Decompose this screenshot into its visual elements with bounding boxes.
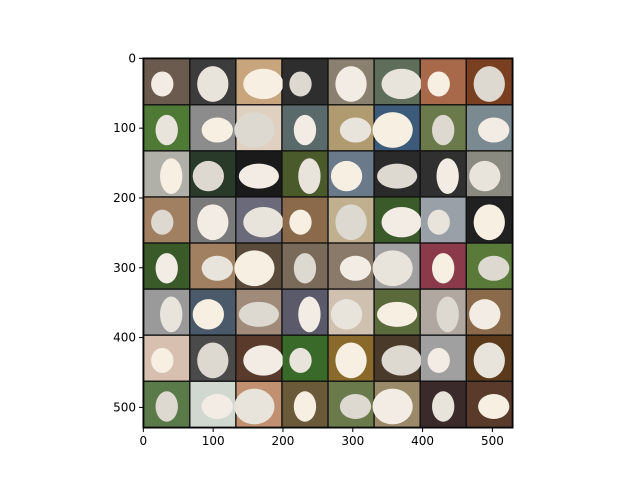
- dog-shape: [478, 255, 510, 281]
- dog-shape: [432, 253, 455, 284]
- dog-shape: [298, 296, 321, 333]
- dog-shape: [381, 345, 422, 376]
- dog-shape: [289, 347, 312, 373]
- dog-shape: [293, 114, 317, 146]
- dog-shape: [473, 204, 505, 241]
- y-tick-label: 100: [113, 121, 136, 135]
- dog-shape: [234, 250, 275, 287]
- dog-shape: [339, 393, 372, 420]
- dog-shape: [427, 347, 450, 373]
- x-tick-label: 400: [411, 434, 434, 448]
- dog-shape: [243, 68, 284, 100]
- dog-shape: [335, 66, 367, 102]
- dog-shape: [436, 296, 459, 333]
- dog-shape: [330, 160, 363, 192]
- dog-shape: [436, 158, 459, 194]
- dog-shape: [197, 66, 229, 102]
- dog-shape: [197, 204, 229, 241]
- dog-shape: [201, 117, 233, 143]
- x-tick-label: 100: [202, 434, 225, 448]
- dog-shape: [234, 112, 275, 148]
- dog-shape: [155, 114, 178, 146]
- dog-shape: [381, 207, 422, 238]
- dog-shape: [293, 253, 317, 284]
- y-tick-label: 200: [113, 191, 136, 205]
- y-tick-label: 500: [113, 400, 136, 414]
- dog-shape: [298, 158, 321, 194]
- x-tick-label: 500: [481, 434, 504, 448]
- dog-shape: [432, 114, 455, 146]
- dog-shape: [339, 117, 372, 143]
- y-tick-label: 300: [113, 261, 136, 275]
- dog-shape: [330, 299, 363, 330]
- dog-shape: [151, 209, 174, 235]
- dog-shape: [289, 209, 312, 235]
- dog-shape: [377, 163, 418, 189]
- x-tick-label: 0: [140, 434, 148, 448]
- dog-shape: [381, 68, 422, 100]
- dog-shape: [372, 388, 413, 425]
- dog-shape: [197, 342, 229, 379]
- dog-shape: [469, 299, 501, 330]
- dog-shape: [155, 391, 178, 422]
- dog-shape: [238, 301, 279, 327]
- dog-shape: [234, 388, 275, 425]
- dog-shape: [427, 209, 450, 235]
- dog-shape: [432, 391, 455, 422]
- dog-shape: [335, 342, 367, 379]
- dog-shape: [372, 112, 413, 148]
- axes-frame: [142, 57, 514, 429]
- dog-shape: [243, 207, 284, 238]
- dog-shape: [151, 347, 174, 373]
- dog-shape: [293, 391, 317, 422]
- dog-shape: [377, 301, 418, 327]
- dog-shape: [372, 250, 413, 287]
- dog-shape: [160, 296, 183, 333]
- dog-shape: [478, 117, 510, 143]
- dog-shape: [201, 393, 233, 420]
- dog-shape: [473, 342, 505, 379]
- dog-shape: [192, 160, 224, 192]
- y-tick-label: 400: [113, 331, 136, 345]
- x-tick-label: 200: [272, 434, 295, 448]
- dog-shape: [238, 163, 279, 189]
- x-tick-label: 300: [341, 434, 364, 448]
- dog-shape: [243, 345, 284, 376]
- dog-shape: [339, 255, 372, 281]
- dog-shape: [478, 393, 510, 420]
- dog-shape: [192, 299, 224, 330]
- dog-shape: [160, 158, 183, 194]
- dog-shape: [289, 71, 312, 97]
- dog-shape: [473, 66, 505, 102]
- dog-shape: [201, 255, 233, 281]
- dog-shape: [155, 253, 178, 284]
- dog-shape: [469, 160, 501, 192]
- y-tick-label: 0: [128, 51, 136, 65]
- dog-shape: [151, 71, 174, 97]
- dog-shape: [427, 71, 450, 97]
- dog-shape: [335, 204, 367, 241]
